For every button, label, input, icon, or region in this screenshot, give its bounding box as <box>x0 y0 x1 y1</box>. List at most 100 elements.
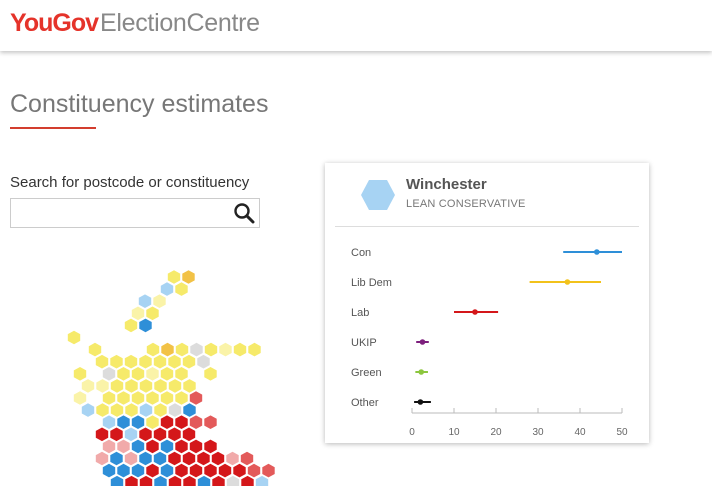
constituency-hex[interactable] <box>124 318 138 333</box>
constituency-hex[interactable] <box>117 439 130 454</box>
constituency-hex[interactable] <box>102 463 116 478</box>
constituency-hex[interactable] <box>153 427 167 442</box>
constituency-hex[interactable] <box>117 391 130 405</box>
constituency-hex[interactable] <box>73 391 87 405</box>
constituency-hex[interactable] <box>168 427 181 442</box>
constituency-hex-map[interactable] <box>0 240 320 486</box>
constituency-hex[interactable] <box>226 475 240 486</box>
constituency-hex[interactable] <box>131 306 145 321</box>
constituency-hex[interactable] <box>204 463 217 478</box>
constituency-hex[interactable] <box>153 294 166 308</box>
constituency-hex[interactable] <box>218 463 232 478</box>
constituency-hex[interactable] <box>102 367 116 381</box>
constituency-hex[interactable] <box>139 354 152 369</box>
constituency-hex[interactable] <box>139 475 153 486</box>
constituency-hex[interactable] <box>233 463 246 478</box>
constituency-hex[interactable] <box>175 415 188 429</box>
constituency-hex[interactable] <box>131 463 145 478</box>
constituency-hex[interactable] <box>131 415 145 429</box>
constituency-hex[interactable] <box>146 367 159 381</box>
constituency-hex[interactable] <box>204 367 217 381</box>
constituency-hex[interactable] <box>131 367 145 381</box>
constituency-hex[interactable] <box>95 354 109 369</box>
constituency-hex[interactable] <box>168 354 181 369</box>
constituency-hex[interactable] <box>146 439 159 454</box>
constituency-hex[interactable] <box>160 282 174 296</box>
constituency-hex[interactable] <box>117 463 130 478</box>
constituency-hex[interactable] <box>67 330 81 345</box>
constituency-hex[interactable] <box>117 367 130 381</box>
constituency-hex[interactable] <box>110 427 123 442</box>
constituency-hex[interactable] <box>168 403 182 417</box>
constituency-hex[interactable] <box>168 451 181 466</box>
constituency-hex[interactable] <box>160 391 174 405</box>
constituency-hex[interactable] <box>175 342 189 357</box>
constituency-hex[interactable] <box>160 439 174 454</box>
constituency-hex[interactable] <box>189 463 203 478</box>
constituency-hex[interactable] <box>110 379 124 393</box>
constituency-hex[interactable] <box>204 439 217 454</box>
constituency-hex[interactable] <box>226 451 239 466</box>
constituency-hex[interactable] <box>73 367 87 381</box>
constituency-hex[interactable] <box>124 427 138 442</box>
constituency-hex[interactable] <box>154 379 167 393</box>
constituency-hex[interactable] <box>139 318 152 333</box>
constituency-hex[interactable] <box>81 379 95 393</box>
constituency-hex[interactable] <box>139 451 152 466</box>
constituency-hex[interactable] <box>131 391 145 405</box>
constituency-hex[interactable] <box>204 342 218 357</box>
constituency-hex[interactable] <box>248 342 261 357</box>
constituency-hex[interactable] <box>175 391 188 405</box>
constituency-hex[interactable] <box>161 342 174 357</box>
constituency-hex[interactable] <box>124 451 138 466</box>
constituency-hex[interactable] <box>189 391 203 405</box>
constituency-hex[interactable] <box>197 354 210 369</box>
constituency-hex[interactable] <box>138 294 152 308</box>
search-input[interactable] <box>11 199 234 225</box>
constituency-hex[interactable] <box>117 415 130 429</box>
constituency-hex[interactable] <box>255 475 269 486</box>
constituency-hex[interactable] <box>197 451 210 466</box>
constituency-hex[interactable] <box>233 342 247 357</box>
constituency-hex[interactable] <box>124 354 138 369</box>
constituency-hex[interactable] <box>197 475 211 486</box>
constituency-hex[interactable] <box>183 403 196 417</box>
constituency-hex[interactable] <box>182 451 196 466</box>
constituency-hex[interactable] <box>182 354 196 369</box>
constituency-hex[interactable] <box>240 451 254 466</box>
constituency-hex[interactable] <box>153 354 167 369</box>
constituency-hex[interactable] <box>154 403 167 417</box>
constituency-hex[interactable] <box>102 439 116 454</box>
constituency-hex[interactable] <box>96 403 109 417</box>
constituency-hex[interactable] <box>146 463 159 478</box>
constituency-hex[interactable] <box>88 342 102 357</box>
constituency-hex[interactable] <box>175 463 188 478</box>
constituency-hex[interactable] <box>262 463 275 478</box>
constituency-hex[interactable] <box>153 451 167 466</box>
constituency-hex[interactable] <box>95 451 109 466</box>
constituency-hex[interactable] <box>204 415 217 429</box>
constituency-hex[interactable] <box>168 379 182 393</box>
constituency-hex[interactable] <box>182 270 195 284</box>
constituency-hex[interactable] <box>131 439 145 454</box>
constituency-hex[interactable] <box>175 367 188 381</box>
constituency-hex[interactable] <box>125 379 138 393</box>
constituency-hex[interactable] <box>110 451 123 466</box>
constituency-hex[interactable] <box>125 475 138 486</box>
search-icon[interactable] <box>233 202 255 229</box>
constituency-hex[interactable] <box>219 342 232 357</box>
constituency-hex[interactable] <box>102 415 116 429</box>
constituency-hex[interactable] <box>110 475 124 486</box>
constituency-hex[interactable] <box>175 282 188 296</box>
constituency-hex[interactable] <box>125 403 138 417</box>
constituency-hex[interactable] <box>146 342 160 357</box>
constituency-hex[interactable] <box>167 270 181 284</box>
constituency-hex[interactable] <box>160 463 174 478</box>
constituency-hex[interactable] <box>190 342 203 357</box>
constituency-hex[interactable] <box>211 451 225 466</box>
constituency-hex[interactable] <box>183 379 196 393</box>
constituency-hex[interactable] <box>182 427 196 442</box>
constituency-hex[interactable] <box>175 439 188 454</box>
constituency-hex[interactable] <box>212 475 225 486</box>
constituency-hex[interactable] <box>146 391 159 405</box>
